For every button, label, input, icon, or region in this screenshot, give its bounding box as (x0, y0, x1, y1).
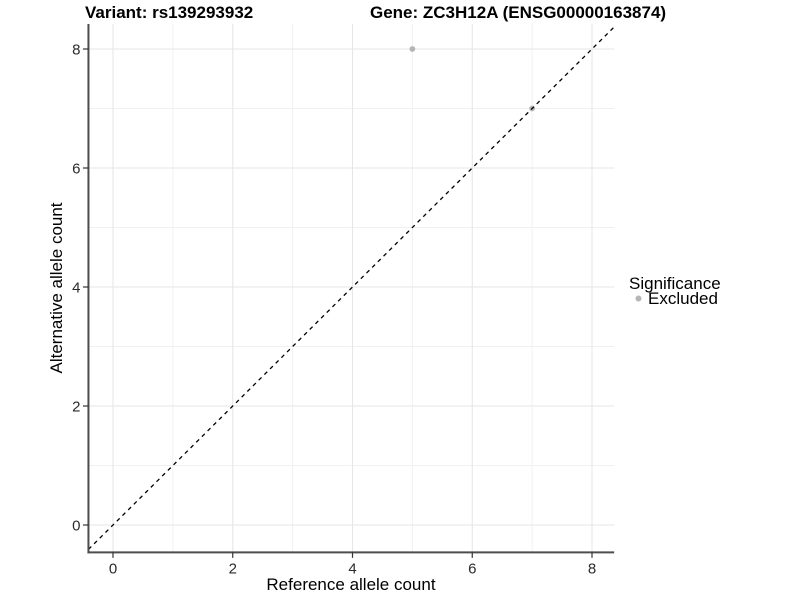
x-tick-label: 0 (109, 560, 117, 577)
grid-major-lines (88, 24, 615, 553)
y-tick-label: 6 (72, 161, 80, 178)
identity-dashed-line (87, 26, 615, 550)
y-tick-label: 0 (72, 518, 80, 535)
chart-title-gene: Gene: ZC3H12A (ENSG00000163874) (370, 3, 666, 22)
legend-title: Significance (629, 274, 721, 293)
y-tick-label: 8 (72, 42, 80, 59)
axis-ticks (82, 48, 593, 558)
x-tick-label: 6 (468, 560, 476, 577)
grid-minor-lines (88, 24, 615, 553)
data-point (409, 46, 416, 52)
x-tick-label: 2 (229, 560, 237, 577)
axis-tick-labels: 0 2 4 6 8 0 2 4 6 8 (72, 42, 596, 578)
chart-title-variant: Variant: rs139293932 (85, 3, 253, 22)
legend: Significance Excluded (629, 274, 721, 308)
legend-label-excluded: Excluded (648, 289, 718, 308)
x-tick-label: 4 (348, 560, 356, 577)
y-axis-title: Alternative allele count (47, 202, 66, 373)
axis-lines (87, 24, 615, 554)
y-tick-label: 4 (72, 280, 80, 297)
y-tick-label: 2 (72, 399, 80, 416)
legend-marker-excluded-icon (635, 295, 642, 302)
x-tick-label: 8 (588, 560, 596, 577)
x-axis-title: Reference allele count (266, 575, 435, 594)
identity-line (87, 26, 615, 550)
